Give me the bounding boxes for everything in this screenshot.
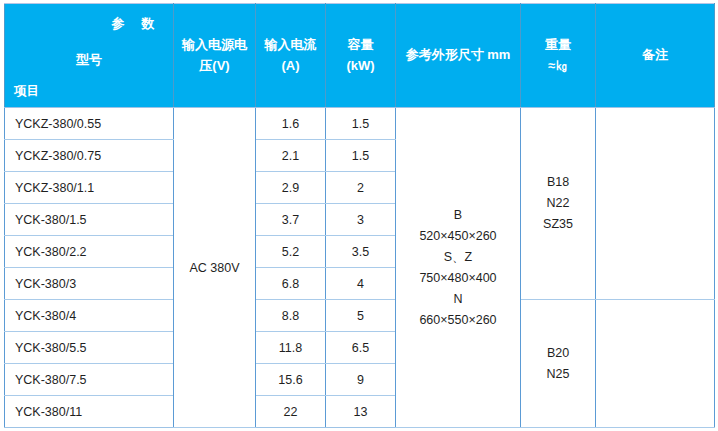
capacity-cell: 3 xyxy=(326,204,396,236)
dimensions-cell: B 520×450×260 S、Z 750×480×400 N 660×550×… xyxy=(396,108,521,428)
corner-header-cell: 参 数 型号 项目 xyxy=(5,4,174,108)
current-cell: 15.6 xyxy=(256,364,326,396)
col-header-weight: 重量 ≈㎏ xyxy=(521,4,596,108)
param-header-label: 参 数 xyxy=(5,14,173,34)
model-cell: YCKZ-380/1.1 xyxy=(5,172,174,204)
current-cell: 8.8 xyxy=(256,300,326,332)
current-cell: 22 xyxy=(256,396,326,428)
col-header-line: 输入电流 xyxy=(258,35,323,55)
col-header-line: 重量 xyxy=(523,35,593,55)
weight-cell-group1: B18 N22 SZ35 xyxy=(521,108,596,300)
remarks-cell-group1 xyxy=(596,108,715,300)
weight-cell-group2: B20 N25 xyxy=(521,300,596,428)
capacity-cell: 6.5 xyxy=(326,332,396,364)
capacity-cell: 3.5 xyxy=(326,236,396,268)
capacity-cell: 5 xyxy=(326,300,396,332)
model-cell: YCK-380/4 xyxy=(5,300,174,332)
col-header-line: 输入电源电 xyxy=(176,35,253,55)
col-header-line: 参考外形尺寸 mm xyxy=(398,45,518,65)
capacity-cell: 13 xyxy=(326,396,396,428)
capacity-cell: 9 xyxy=(326,364,396,396)
capacity-cell: 1.5 xyxy=(326,140,396,172)
current-cell: 1.6 xyxy=(256,108,326,140)
model-cell: YCKZ-380/0.55 xyxy=(5,108,174,140)
current-cell: 2.9 xyxy=(256,172,326,204)
current-cell: 11.8 xyxy=(256,332,326,364)
col-header-input-current: 输入电流 (A) xyxy=(256,4,326,108)
col-header-capacity: 容量 (kW) xyxy=(326,4,396,108)
current-cell: 5.2 xyxy=(256,236,326,268)
model-cell: YCK-380/11 xyxy=(5,396,174,428)
capacity-cell: 1.5 xyxy=(326,108,396,140)
col-header-dimensions: 参考外形尺寸 mm xyxy=(396,4,521,108)
model-cell: YCK-380/7.5 xyxy=(5,364,174,396)
col-header-line: 容量 xyxy=(328,35,393,55)
col-header-line: 压(V) xyxy=(176,56,253,76)
page: 参 数 型号 项目 输入电源电 压(V) 输入电流 (A) 容量 (kW) xyxy=(0,0,718,431)
model-cell: YCK-380/5.5 xyxy=(5,332,174,364)
current-cell: 2.1 xyxy=(256,140,326,172)
model-header-label: 型号 xyxy=(5,50,173,70)
voltage-cell: AC 380V xyxy=(174,108,256,428)
capacity-cell: 4 xyxy=(326,268,396,300)
remarks-cell-group2 xyxy=(596,300,715,428)
col-header-line: ≈㎏ xyxy=(523,56,593,76)
col-header-input-voltage: 输入电源电 压(V) xyxy=(174,4,256,108)
capacity-cell: 2 xyxy=(326,172,396,204)
model-cell: YCK-380/3 xyxy=(5,268,174,300)
current-cell: 6.8 xyxy=(256,268,326,300)
item-header-label: 项目 xyxy=(14,82,39,101)
col-header-remarks: 备注 xyxy=(596,4,715,108)
col-header-line: 备注 xyxy=(598,45,712,65)
spec-table: 参 数 型号 项目 输入电源电 压(V) 输入电流 (A) 容量 (kW) xyxy=(4,3,715,428)
header-row: 参 数 型号 项目 输入电源电 压(V) 输入电流 (A) 容量 (kW) xyxy=(5,4,715,108)
col-header-line: (A) xyxy=(258,56,323,76)
model-cell: YCK-380/1.5 xyxy=(5,204,174,236)
model-cell: YCK-380/2.2 xyxy=(5,236,174,268)
table-row: YCK-380/4 8.8 5 B20 N25 xyxy=(5,300,715,332)
col-header-line: (kW) xyxy=(328,56,393,76)
table-row: YCKZ-380/0.55 AC 380V 1.6 1.5 B 520×450×… xyxy=(5,108,715,140)
current-cell: 3.7 xyxy=(256,204,326,236)
model-cell: YCKZ-380/0.75 xyxy=(5,140,174,172)
